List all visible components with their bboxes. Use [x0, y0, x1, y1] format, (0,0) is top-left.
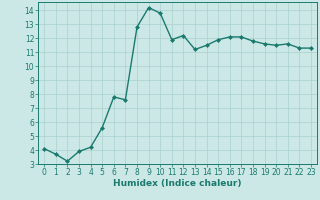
- X-axis label: Humidex (Indice chaleur): Humidex (Indice chaleur): [113, 179, 242, 188]
